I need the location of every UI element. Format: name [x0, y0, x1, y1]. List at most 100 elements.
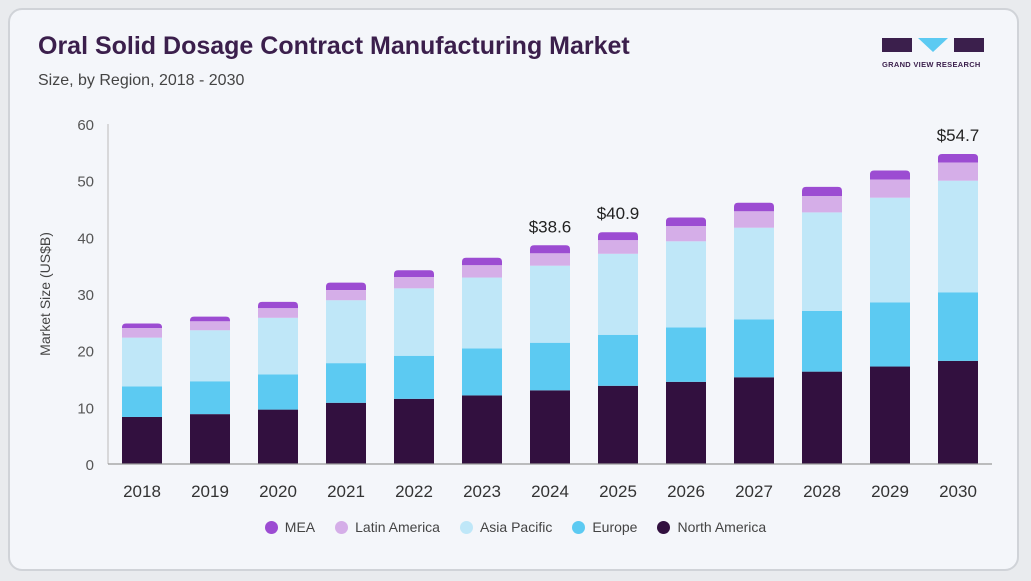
- legend-item: Latin America: [335, 519, 440, 535]
- y-tick-label: 50: [77, 174, 94, 191]
- bar-segment: [190, 321, 230, 331]
- bar-segment: [666, 327, 706, 382]
- y-axis-label: Market Size (US$B): [37, 232, 53, 356]
- bar-segment: [530, 245, 570, 254]
- bar-segment: [802, 186, 842, 196]
- bar-segment: [938, 162, 978, 181]
- bar-segment: [598, 385, 638, 464]
- bar-segment: [802, 212, 842, 311]
- bar-segment: [802, 311, 842, 372]
- bar-segment: [870, 179, 910, 198]
- bar-segment: [462, 265, 502, 278]
- legend-item: North America: [657, 519, 766, 535]
- x-tick-label: 2018: [123, 482, 161, 501]
- bar-segment: [870, 170, 910, 180]
- bar-segment: [598, 232, 638, 241]
- bar-segment: [598, 240, 638, 254]
- bar-segment: [394, 398, 434, 464]
- bar-segment: [462, 277, 502, 349]
- x-tick-label: 2025: [599, 482, 637, 501]
- bar-segment: [462, 348, 502, 396]
- data-label: $54.7: [937, 126, 980, 145]
- bar-segment: [598, 253, 638, 335]
- legend-item: MEA: [264, 519, 316, 535]
- bar-segment: [938, 180, 978, 293]
- legend-label: North America: [677, 519, 767, 535]
- legend-swatch: [572, 520, 586, 534]
- bar-segment: [734, 227, 774, 320]
- legend-item: Asia Pacific: [459, 519, 553, 535]
- bar-segment: [530, 253, 570, 266]
- bar-segment: [122, 386, 162, 417]
- bar-segment: [394, 355, 434, 399]
- bar-segment: [530, 390, 570, 464]
- bar-segment: [326, 290, 366, 301]
- logo-block-right: [954, 38, 984, 52]
- bar-segment: [870, 197, 910, 303]
- y-tick-label: 0: [86, 457, 94, 474]
- bar-segment: [802, 371, 842, 464]
- legend-item: Europe: [572, 519, 637, 535]
- bar-segment: [734, 202, 774, 212]
- logo-triangle: [918, 38, 948, 52]
- chart-card: Oral Solid Dosage Contract Manufacturing…: [8, 8, 1019, 571]
- data-label: $40.9: [597, 204, 640, 223]
- bar-segment: [122, 337, 162, 387]
- x-tick-label: 2024: [531, 482, 569, 501]
- legend-swatch: [459, 520, 473, 534]
- bar-segment: [394, 288, 434, 356]
- bar-segment: [870, 302, 910, 367]
- x-tick-label: 2021: [327, 482, 365, 501]
- bar-segment: [598, 334, 638, 386]
- legend-label: Europe: [592, 519, 638, 535]
- logo-text: GRAND VIEW RESEARCH: [882, 60, 981, 69]
- legend-swatch: [264, 520, 278, 534]
- bar-segment: [122, 323, 162, 328]
- data-label: $38.6: [529, 217, 572, 236]
- x-tick-label: 2019: [191, 482, 229, 501]
- bar-segment: [190, 316, 230, 322]
- bar-segment: [258, 317, 298, 375]
- x-tick-label: 2029: [871, 482, 909, 501]
- y-tick-label: 20: [77, 344, 94, 361]
- grand-view-research-logo: [882, 38, 984, 52]
- bar-segment: [530, 265, 570, 343]
- bar-segment: [258, 301, 298, 309]
- legend-label: MEA: [284, 519, 316, 535]
- legend-label: Latin America: [355, 519, 440, 535]
- bar-segment: [938, 292, 978, 361]
- bar-segment: [258, 374, 298, 410]
- legend-swatch: [335, 520, 349, 534]
- x-tick-label: 2030: [939, 482, 977, 501]
- x-tick-label: 2026: [667, 482, 705, 501]
- bar-segment: [326, 363, 366, 403]
- bar-segment: [938, 360, 978, 464]
- bar-segment: [122, 416, 162, 464]
- bar-segment: [938, 154, 978, 163]
- bar-segment: [462, 257, 502, 266]
- bar-segment: [326, 402, 366, 464]
- bar-segment: [190, 330, 230, 382]
- bar-segment: [734, 319, 774, 378]
- bar-segment: [190, 381, 230, 415]
- legend-label: Asia Pacific: [479, 519, 553, 535]
- bar-segment: [326, 300, 366, 364]
- bar-segment: [258, 308, 298, 318]
- bar-segment: [666, 226, 706, 242]
- bar-segment: [530, 342, 570, 391]
- bar-segment: [258, 409, 298, 464]
- x-tick-label: 2023: [463, 482, 501, 501]
- bar-segment: [734, 211, 774, 228]
- bar-segment: [666, 217, 706, 226]
- bar-segment: [462, 395, 502, 464]
- y-tick-label: 40: [77, 230, 94, 247]
- bar-segment: [666, 241, 706, 328]
- bar-segment: [122, 328, 162, 338]
- bar-segment: [190, 414, 230, 464]
- bar-segment: [802, 195, 842, 213]
- bar-segment: [870, 366, 910, 464]
- bar-segment: [326, 282, 366, 291]
- y-tick-label: 10: [77, 400, 94, 417]
- chart-subtitle: Size, by Region, 2018 - 2030: [38, 72, 245, 89]
